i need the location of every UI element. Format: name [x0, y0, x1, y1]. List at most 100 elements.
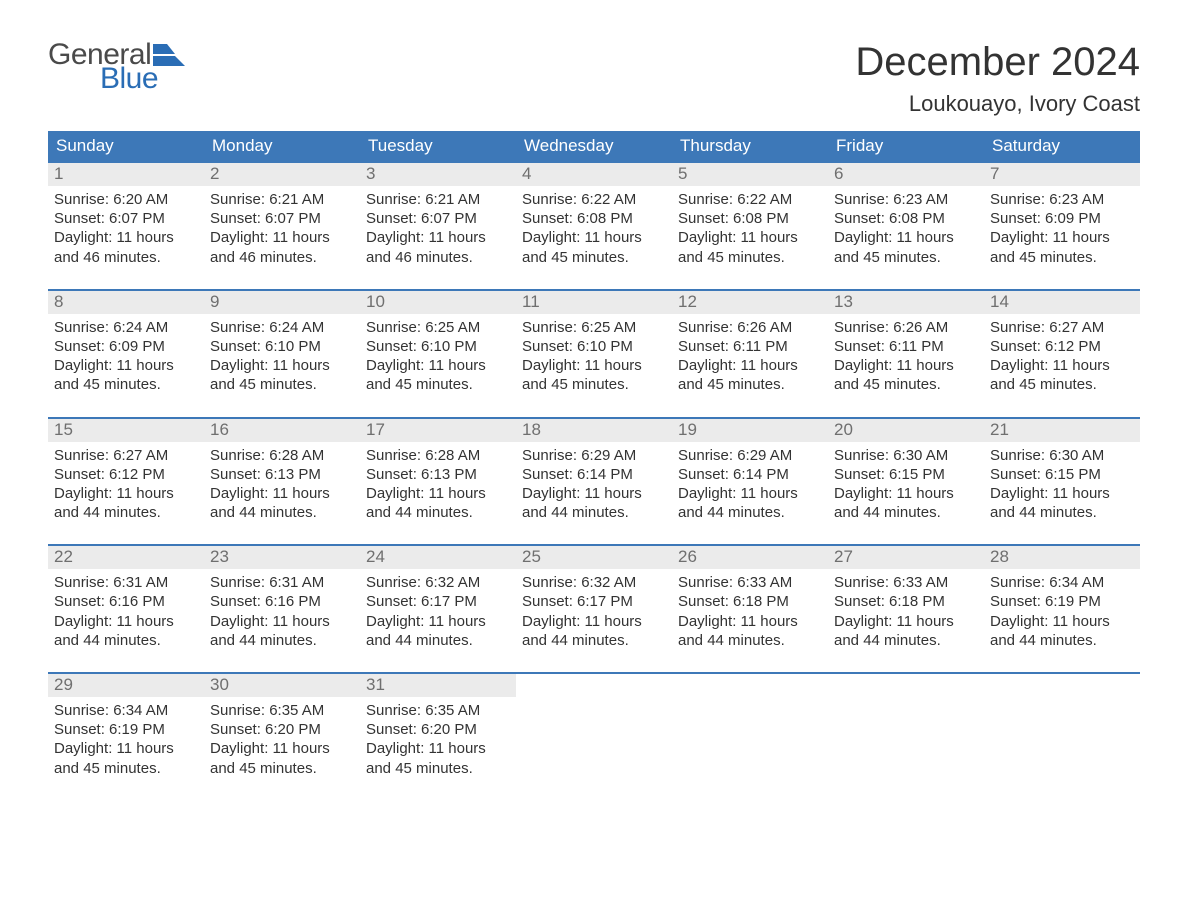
- day-cell: 27Sunrise: 6:33 AMSunset: 6:18 PMDayligh…: [828, 545, 984, 673]
- sunset-line: Sunset: 6:15 PM: [834, 465, 978, 484]
- day-number: 28: [984, 546, 1140, 569]
- day-number: 21: [984, 419, 1140, 442]
- day-number: 24: [360, 546, 516, 569]
- day-body: Sunrise: 6:35 AMSunset: 6:20 PMDaylight:…: [204, 697, 360, 800]
- day-body: [984, 697, 1140, 723]
- day-cell: 20Sunrise: 6:30 AMSunset: 6:15 PMDayligh…: [828, 418, 984, 546]
- logo-word-blue: Blue: [100, 64, 185, 94]
- day-body: Sunrise: 6:30 AMSunset: 6:15 PMDaylight:…: [828, 442, 984, 545]
- day-cell: 7Sunrise: 6:23 AMSunset: 6:09 PMDaylight…: [984, 162, 1140, 290]
- daylight-line: Daylight: 11 hours and 45 minutes.: [54, 356, 198, 394]
- sunset-line: Sunset: 6:07 PM: [54, 209, 198, 228]
- day-cell: 1 Sunrise: 6:20 AMSunset: 6:07 PMDaylight…: [48, 162, 204, 290]
- sunrise-line: Sunrise: 6:32 AM: [522, 573, 666, 592]
- sunrise-line: Sunrise: 6:33 AM: [678, 573, 822, 592]
- day-number: 23: [204, 546, 360, 569]
- day-number: 11: [516, 291, 672, 314]
- daylight-line: Daylight: 11 hours and 45 minutes.: [54, 739, 198, 777]
- daylight-line: Daylight: 11 hours and 44 minutes.: [522, 484, 666, 522]
- day-cell: 24Sunrise: 6:32 AMSunset: 6:17 PMDayligh…: [360, 545, 516, 673]
- daylight-line: Daylight: 11 hours and 44 minutes.: [990, 484, 1134, 522]
- sunset-line: Sunset: 6:08 PM: [834, 209, 978, 228]
- day-header: Friday: [828, 131, 984, 162]
- day-number: 4: [516, 163, 672, 186]
- day-header: Sunday: [48, 131, 204, 162]
- daylight-line: Daylight: 11 hours and 45 minutes.: [834, 228, 978, 266]
- sunrise-line: Sunrise: 6:22 AM: [522, 190, 666, 209]
- day-number: 18: [516, 419, 672, 442]
- sunrise-line: Sunrise: 6:27 AM: [54, 446, 198, 465]
- sunrise-line: Sunrise: 6:28 AM: [366, 446, 510, 465]
- week-row: 15Sunrise: 6:27 AMSunset: 6:12 PMDayligh…: [48, 418, 1140, 546]
- sunrise-line: Sunrise: 6:26 AM: [834, 318, 978, 337]
- day-body: Sunrise: 6:31 AMSunset: 6:16 PMDaylight:…: [48, 569, 204, 672]
- sunrise-line: Sunrise: 6:20 AM: [54, 190, 198, 209]
- day-body: Sunrise: 6:30 AMSunset: 6:15 PMDaylight:…: [984, 442, 1140, 545]
- sunrise-line: Sunrise: 6:31 AM: [210, 573, 354, 592]
- day-number: 17: [360, 419, 516, 442]
- header: General Blue December 2024 Loukouayo, Iv…: [48, 40, 1140, 117]
- sunset-line: Sunset: 6:17 PM: [366, 592, 510, 611]
- daylight-line: Daylight: 11 hours and 44 minutes.: [54, 612, 198, 650]
- day-cell: 10Sunrise: 6:25 AMSunset: 6:10 PMDayligh…: [360, 290, 516, 418]
- daylight-line: Daylight: 11 hours and 44 minutes.: [834, 484, 978, 522]
- day-cell: 22Sunrise: 6:31 AMSunset: 6:16 PMDayligh…: [48, 545, 204, 673]
- empty-cell: [516, 673, 672, 800]
- sunset-line: Sunset: 6:09 PM: [990, 209, 1134, 228]
- calendar-table: SundayMondayTuesdayWednesdayThursdayFrid…: [48, 131, 1140, 800]
- sunrise-line: Sunrise: 6:21 AM: [210, 190, 354, 209]
- location: Loukouayo, Ivory Coast: [855, 91, 1140, 117]
- day-number: 30: [204, 674, 360, 697]
- sunset-line: Sunset: 6:16 PM: [54, 592, 198, 611]
- day-cell: 16Sunrise: 6:28 AMSunset: 6:13 PMDayligh…: [204, 418, 360, 546]
- day-cell: 18Sunrise: 6:29 AMSunset: 6:14 PMDayligh…: [516, 418, 672, 546]
- day-body: Sunrise: 6:34 AMSunset: 6:19 PMDaylight:…: [984, 569, 1140, 672]
- day-number: 27: [828, 546, 984, 569]
- day-number: 6: [828, 163, 984, 186]
- day-body: Sunrise: 6:33 AMSunset: 6:18 PMDaylight:…: [828, 569, 984, 672]
- sunset-line: Sunset: 6:11 PM: [834, 337, 978, 356]
- sunset-line: Sunset: 6:16 PM: [210, 592, 354, 611]
- sunrise-line: Sunrise: 6:30 AM: [834, 446, 978, 465]
- day-body: Sunrise: 6:32 AMSunset: 6:17 PMDaylight:…: [360, 569, 516, 672]
- daylight-line: Daylight: 11 hours and 44 minutes.: [678, 484, 822, 522]
- daylight-line: Daylight: 11 hours and 46 minutes.: [54, 228, 198, 266]
- day-body: Sunrise: 6:21 AMSunset: 6:07 PMDaylight:…: [360, 186, 516, 289]
- day-cell: 31Sunrise: 6:35 AMSunset: 6:20 PMDayligh…: [360, 673, 516, 800]
- daylight-line: Daylight: 11 hours and 45 minutes.: [366, 739, 510, 777]
- day-number: 1: [48, 163, 204, 186]
- day-cell: 19Sunrise: 6:29 AMSunset: 6:14 PMDayligh…: [672, 418, 828, 546]
- empty-cell: [672, 673, 828, 800]
- sunset-line: Sunset: 6:15 PM: [990, 465, 1134, 484]
- day-cell: 6Sunrise: 6:23 AMSunset: 6:08 PMDaylight…: [828, 162, 984, 290]
- day-body: Sunrise: 6:26 AMSunset: 6:11 PMDaylight:…: [828, 314, 984, 417]
- day-body: Sunrise: 6:26 AMSunset: 6:11 PMDaylight:…: [672, 314, 828, 417]
- sunset-line: Sunset: 6:20 PM: [366, 720, 510, 739]
- daylight-line: Daylight: 11 hours and 44 minutes.: [678, 612, 822, 650]
- daylight-line: Daylight: 11 hours and 44 minutes.: [990, 612, 1134, 650]
- day-number: 9: [204, 291, 360, 314]
- day-cell: 21Sunrise: 6:30 AMSunset: 6:15 PMDayligh…: [984, 418, 1140, 546]
- sunrise-line: Sunrise: 6:25 AM: [522, 318, 666, 337]
- sunset-line: Sunset: 6:08 PM: [522, 209, 666, 228]
- day-body: Sunrise: 6:25 AMSunset: 6:10 PMDaylight:…: [360, 314, 516, 417]
- sunrise-line: Sunrise: 6:22 AM: [678, 190, 822, 209]
- day-number: 25: [516, 546, 672, 569]
- logo: General Blue: [48, 40, 185, 94]
- day-header: Saturday: [984, 131, 1140, 162]
- sunset-line: Sunset: 6:10 PM: [522, 337, 666, 356]
- day-body: Sunrise: 6:21 AMSunset: 6:07 PMDaylight:…: [204, 186, 360, 289]
- day-body: Sunrise: 6:28 AMSunset: 6:13 PMDaylight:…: [360, 442, 516, 545]
- day-cell: 11Sunrise: 6:25 AMSunset: 6:10 PMDayligh…: [516, 290, 672, 418]
- day-body: Sunrise: 6:22 AMSunset: 6:08 PMDaylight:…: [672, 186, 828, 289]
- day-number: 22: [48, 546, 204, 569]
- day-cell: 8Sunrise: 6:24 AMSunset: 6:09 PMDaylight…: [48, 290, 204, 418]
- sunrise-line: Sunrise: 6:27 AM: [990, 318, 1134, 337]
- sunset-line: Sunset: 6:17 PM: [522, 592, 666, 611]
- daylight-line: Daylight: 11 hours and 45 minutes.: [990, 228, 1134, 266]
- day-cell: 3Sunrise: 6:21 AMSunset: 6:07 PMDaylight…: [360, 162, 516, 290]
- sunset-line: Sunset: 6:19 PM: [990, 592, 1134, 611]
- day-body: Sunrise: 6:24 AMSunset: 6:09 PMDaylight:…: [48, 314, 204, 417]
- sunset-line: Sunset: 6:09 PM: [54, 337, 198, 356]
- day-cell: 15Sunrise: 6:27 AMSunset: 6:12 PMDayligh…: [48, 418, 204, 546]
